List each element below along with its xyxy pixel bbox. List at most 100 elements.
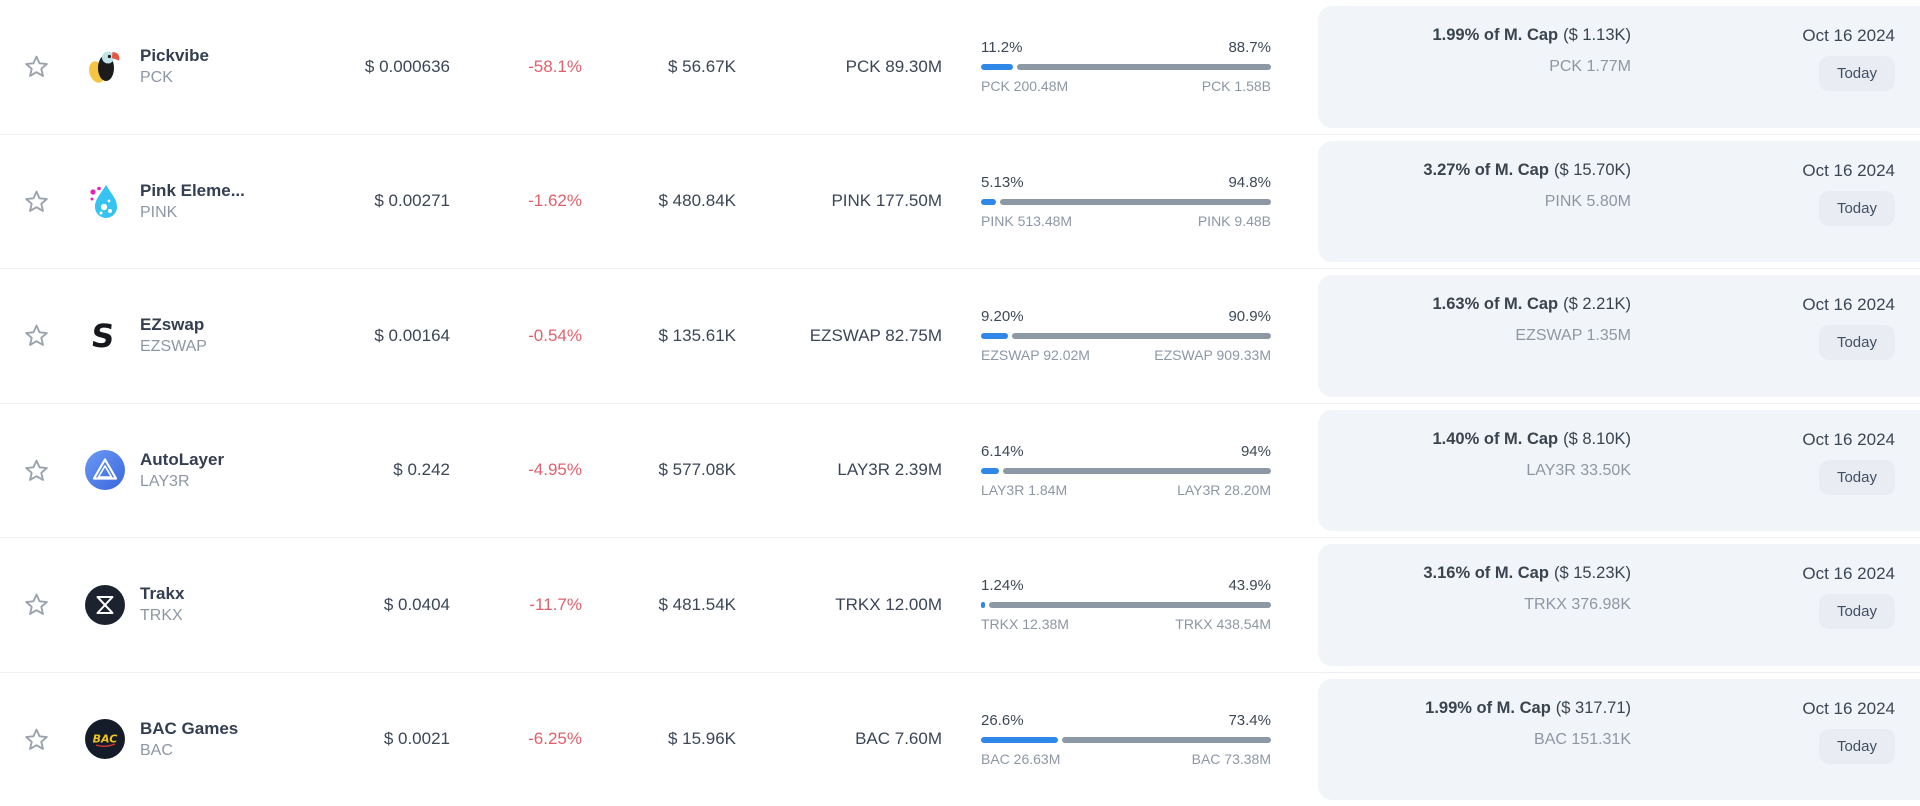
next-unlock-panel: 3.16% of M. Cap ($ 15.23K) TRKX 376.98K O… [1318,544,1920,666]
favorite-star-button[interactable] [21,321,51,351]
next-unlock-cell: 3.16% of M. Cap ($ 15.23K) TRKX 376.98K O… [1271,538,1920,672]
favorite-star-button[interactable] [21,52,51,82]
unlock-mcap-line: 3.27% of M. Cap ($ 15.70K) [1423,161,1631,180]
locked-amount-label: PCK 1.58B [1201,78,1271,95]
progress-percent-labels: 9.20% 90.9% [981,308,1271,325]
favorite-cell [0,52,72,82]
next-unlock-panel: 1.99% of M. Cap ($ 317.71) BAC 151.31K Oc… [1318,678,1920,800]
locked-percent: 90.9% [1228,308,1271,326]
favorite-cell [0,724,72,754]
token-symbol: PINK [140,203,178,221]
progress-bar-group: 9.20% 90.9% EZSWAP 92.02M EZSWAP 909.33M [981,308,1271,363]
progress-percent-labels: 11.2% 88.7% [981,39,1271,56]
volume-cell: $ 577.08K [658,460,736,480]
unlock-mcap-percent: 1.99% of M. Cap [1425,698,1551,717]
token-names: Trakx TRKX [140,584,184,625]
favorite-star-button[interactable] [21,186,51,216]
volume-cell: $ 480.84K [658,191,736,211]
token-name: Trakx [140,584,185,604]
token-names: Pink Eleme... PINK [140,181,245,222]
bac-games-navy-logo-icon: BAC [84,718,126,760]
today-badge: Today [1818,728,1895,764]
token-cell: S EZswap EZSWAP [72,315,300,357]
progress-bar-fill [981,736,1059,743]
table-row[interactable]: Pickvibe PCK $ 0.000636 -58.1% $ 56.67K … [0,0,1920,135]
unlocked-amount-label: TRKX 12.38M [981,616,1069,633]
locked-percent: 88.7% [1228,39,1271,57]
price-cell: $ 0.00271 [374,191,450,211]
progress-amount-labels: EZSWAP 92.02M EZSWAP 909.33M [981,347,1271,363]
unlock-date: Oct 16 2024 [1802,429,1895,449]
token-names: EZswap EZSWAP [140,315,207,356]
unlock-usd-value: ($ 2.21K) [1563,295,1631,313]
token-symbol: TRKX [140,607,183,625]
next-unlock-cell: 3.27% of M. Cap ($ 15.70K) PINK 5.80M Oct… [1271,135,1920,269]
unlock-token-amount: PINK 5.80M [1544,192,1631,210]
token-symbol: PCK [140,69,173,87]
token-cell: Trakx TRKX [72,584,300,626]
token-symbol: LAY3R [140,472,190,490]
table-row[interactable]: BAC BAC Games BAC $ 0.0021 -6.25% $ 15.9… [0,672,1920,806]
today-badge: Today [1818,56,1895,91]
star-icon [24,55,48,78]
progress-bar [981,64,1271,71]
unlock-value-block: 3.27% of M. Cap ($ 15.70K) PINK 5.80M [1343,161,1631,247]
unlock-date-block: Oct 16 2024 Today [1802,564,1895,650]
favorite-star-button[interactable] [21,590,51,620]
table-row[interactable]: Trakx TRKX $ 0.0404 -11.7% $ 481.54K TRK… [0,538,1920,673]
star-icon [24,190,48,212]
amount-cell: BAC 7.60M [855,729,942,749]
unlocked-percent: 26.6% [981,711,1024,729]
today-badge: Today [1818,325,1895,360]
progress-bar-rest [1011,333,1271,340]
progress-bar-fill [981,64,1014,71]
unlock-mcap-percent: 1.99% of M. Cap [1432,26,1559,44]
unlock-progress-cell: 1.24% 43.9% TRKX 12.38M TRKX 438.54M [942,577,1271,632]
favorite-star-button[interactable] [21,455,51,485]
token-name: Pink Eleme... [140,180,245,200]
amount-cell: TRKX 12.00M [835,594,942,614]
table-row[interactable]: AutoLayer LAY3R $ 0.242 -4.95% $ 577.08K… [0,403,1920,538]
next-unlock-cell: 1.63% of M. Cap ($ 2.21K) EZSWAP 1.35M Oc… [1271,269,1920,403]
token-cell: BAC BAC Games BAC [72,718,300,760]
amount-cell: PCK 89.30M [845,56,942,76]
unlock-usd-value: ($ 15.70K) [1553,160,1631,179]
star-icon [24,728,48,750]
locked-percent: 94.8% [1228,173,1271,191]
unlock-token-amount: BAC 151.31K [1534,730,1631,748]
unlock-progress-cell: 9.20% 90.9% EZSWAP 92.02M EZSWAP 909.33M [942,308,1271,363]
unlock-value-block: 3.16% of M. Cap ($ 15.23K) TRKX 376.98K [1343,564,1631,650]
unlock-value-block: 1.99% of M. Cap ($ 1.13K) PCK 1.77M [1343,26,1632,112]
unlock-token-amount: TRKX 376.98K [1524,596,1631,613]
unlock-date: Oct 16 2024 [1802,295,1895,314]
favorite-cell [0,455,72,485]
table-row[interactable]: Pink Eleme... PINK $ 0.00271 -1.62% $ 48… [0,134,1920,269]
unlocked-percent: 9.20% [981,308,1024,326]
unlock-token-amount: EZSWAP 1.35M [1515,327,1631,344]
unlocked-amount-label: PINK 513.48M [981,212,1073,229]
unlock-token-amount: PCK 1.77M [1549,58,1631,75]
amount-cell: PINK 177.50M [831,191,942,211]
change-percent-cell: -0.54% [528,325,582,345]
progress-amount-labels: TRKX 12.38M TRKX 438.54M [981,616,1271,632]
pink-droplet-logo-icon [84,180,126,222]
favorite-cell [0,590,72,620]
progress-bar-group: 11.2% 88.7% PCK 200.48M PCK 1.58B [981,39,1271,94]
progress-bar-group: 26.6% 73.4% BAC 26.63M BAC 73.38M [981,712,1271,767]
change-percent-cell: -6.25% [528,729,582,749]
unlock-mcap-percent: 1.40% of M. Cap [1432,429,1559,448]
favorite-star-button[interactable] [21,724,51,754]
table-row[interactable]: S EZswap EZSWAP $ 0.00164 -0.54% $ 135.6… [0,269,1920,404]
unlock-progress-cell: 26.6% 73.4% BAC 26.63M BAC 73.38M [942,712,1271,767]
svg-text:S: S [89,317,116,355]
unlock-usd-value: ($ 1.13K) [1563,26,1631,44]
unlock-date: Oct 16 2024 [1802,26,1895,45]
unlocked-percent: 6.14% [981,442,1024,460]
favorite-cell [0,321,72,351]
volume-cell: $ 56.67K [667,56,736,76]
progress-bar [981,736,1271,743]
token-names: AutoLayer LAY3R [140,450,224,491]
volume-cell: $ 15.96K [667,729,736,749]
star-icon [24,459,48,481]
